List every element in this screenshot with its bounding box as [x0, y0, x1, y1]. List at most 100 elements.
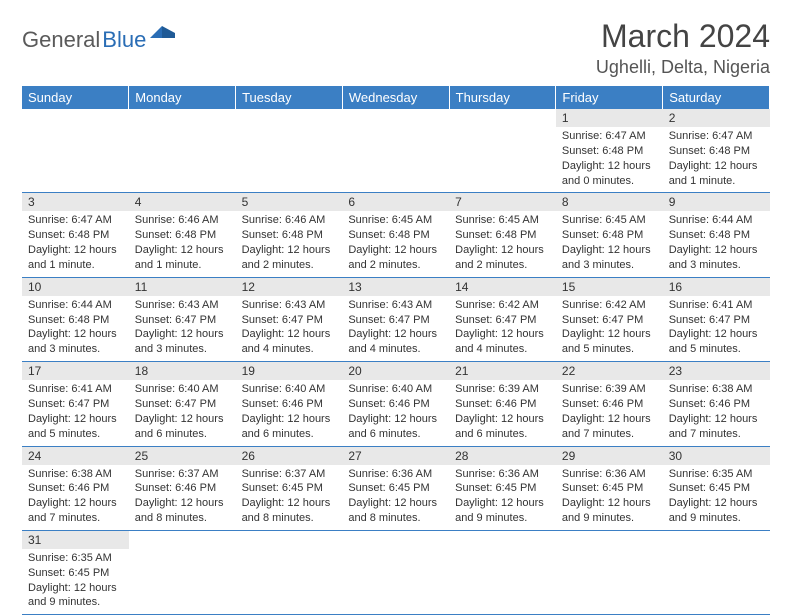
daylight: Daylight: 12 hours and 3 minutes.: [135, 327, 230, 357]
calendar-cell: 3 Sunrise: 6:47 AMSunset: 6:48 PMDaylight…: [22, 193, 129, 277]
calendar-row: 31Sunrise: 6:35 AMSunset: 6:45 PMDayligh…: [22, 530, 770, 614]
day-info: Sunrise: 6:38 AMSunset: 6:46 PMDaylight:…: [663, 380, 770, 445]
day-info: Sunrise: 6:43 AMSunset: 6:47 PMDaylight:…: [129, 296, 236, 361]
calendar-cell-empty: [342, 109, 449, 193]
calendar-cell-empty: [449, 109, 556, 193]
day-number: 27: [342, 447, 449, 465]
day-number: 24: [22, 447, 129, 465]
sunrise: Sunrise: 6:35 AM: [28, 551, 123, 566]
sunrise: Sunrise: 6:43 AM: [135, 298, 230, 313]
day-info: Sunrise: 6:37 AMSunset: 6:45 PMDaylight:…: [236, 465, 343, 530]
sunset: Sunset: 6:47 PM: [135, 397, 230, 412]
daylight: Daylight: 12 hours and 0 minutes.: [562, 159, 657, 189]
day-info: Sunrise: 6:45 AMSunset: 6:48 PMDaylight:…: [449, 211, 556, 276]
day-number: 7: [449, 193, 556, 211]
calendar-cell: 27Sunrise: 6:36 AMSunset: 6:45 PMDayligh…: [342, 446, 449, 530]
daylight: Daylight: 12 hours and 1 minute.: [135, 243, 230, 273]
daylight: Daylight: 12 hours and 2 minutes.: [455, 243, 550, 273]
sunrise: Sunrise: 6:44 AM: [28, 298, 123, 313]
day-number: 4: [129, 193, 236, 211]
day-info: Sunrise: 6:41 AMSunset: 6:47 PMDaylight:…: [663, 296, 770, 361]
calendar-cell-empty: [236, 109, 343, 193]
daylight: Daylight: 12 hours and 1 minute.: [28, 243, 123, 273]
day-number: 11: [129, 278, 236, 296]
calendar-cell: 12Sunrise: 6:43 AMSunset: 6:47 PMDayligh…: [236, 277, 343, 361]
calendar-cell: 17Sunrise: 6:41 AMSunset: 6:47 PMDayligh…: [22, 362, 129, 446]
daylight: Daylight: 12 hours and 4 minutes.: [455, 327, 550, 357]
calendar-cell: 8Sunrise: 6:45 AMSunset: 6:48 PMDaylight…: [556, 193, 663, 277]
calendar-cell-empty: [556, 530, 663, 614]
header: GeneralBlue March 2024 Ughelli, Delta, N…: [22, 18, 770, 78]
sunset: Sunset: 6:46 PM: [135, 481, 230, 496]
daylight: Daylight: 12 hours and 9 minutes.: [455, 496, 550, 526]
day-info: Sunrise: 6:39 AMSunset: 6:46 PMDaylight:…: [449, 380, 556, 445]
sunset: Sunset: 6:48 PM: [28, 228, 123, 243]
sunset: Sunset: 6:48 PM: [669, 228, 764, 243]
day-info: Sunrise: 6:46 AMSunset: 6:48 PMDaylight:…: [236, 211, 343, 276]
sunset: Sunset: 6:48 PM: [562, 228, 657, 243]
logo: GeneralBlue: [22, 18, 176, 55]
day-header-row: SundayMondayTuesdayWednesdayThursdayFrid…: [22, 86, 770, 109]
sunrise: Sunrise: 6:45 AM: [562, 213, 657, 228]
sunset: Sunset: 6:48 PM: [348, 228, 443, 243]
day-number: 17: [22, 362, 129, 380]
day-number: 22: [556, 362, 663, 380]
calendar-cell: 25Sunrise: 6:37 AMSunset: 6:46 PMDayligh…: [129, 446, 236, 530]
day-number: 3: [22, 193, 129, 211]
day-number: 26: [236, 447, 343, 465]
calendar-cell: 22Sunrise: 6:39 AMSunset: 6:46 PMDayligh…: [556, 362, 663, 446]
calendar-body: 1Sunrise: 6:47 AMSunset: 6:48 PMDaylight…: [22, 109, 770, 615]
calendar-cell: 4Sunrise: 6:46 AMSunset: 6:48 PMDaylight…: [129, 193, 236, 277]
sunset: Sunset: 6:47 PM: [242, 313, 337, 328]
calendar-row: 3Sunrise: 6:47 AMSunset: 6:48 PMDaylight…: [22, 193, 770, 277]
calendar-cell: 28Sunrise: 6:36 AMSunset: 6:45 PMDayligh…: [449, 446, 556, 530]
daylight: Daylight: 12 hours and 8 minutes.: [135, 496, 230, 526]
day-number: 2: [663, 109, 770, 127]
day-info: Sunrise: 6:38 AMSunset: 6:46 PMDaylight:…: [22, 465, 129, 530]
sunrise: Sunrise: 6:45 AM: [348, 213, 443, 228]
sunset: Sunset: 6:45 PM: [348, 481, 443, 496]
calendar-row: 10Sunrise: 6:44 AMSunset: 6:48 PMDayligh…: [22, 277, 770, 361]
day-number: 15: [556, 278, 663, 296]
day-info: Sunrise: 6:41 AMSunset: 6:47 PMDaylight:…: [22, 380, 129, 445]
calendar-cell-empty: [663, 530, 770, 614]
day-info: Sunrise: 6:45 AMSunset: 6:48 PMDaylight:…: [342, 211, 449, 276]
calendar-cell: 5Sunrise: 6:46 AMSunset: 6:48 PMDaylight…: [236, 193, 343, 277]
daylight: Daylight: 12 hours and 1 minute.: [669, 159, 764, 189]
sunset: Sunset: 6:46 PM: [669, 397, 764, 412]
sunrise: Sunrise: 6:40 AM: [242, 382, 337, 397]
day-number: 25: [129, 447, 236, 465]
day-info: Sunrise: 6:37 AMSunset: 6:46 PMDaylight:…: [129, 465, 236, 530]
sunset: Sunset: 6:47 PM: [669, 313, 764, 328]
calendar-cell: 30Sunrise: 6:35 AMSunset: 6:45 PMDayligh…: [663, 446, 770, 530]
sunset: Sunset: 6:46 PM: [348, 397, 443, 412]
sunrise: Sunrise: 6:39 AM: [455, 382, 550, 397]
day-info: Sunrise: 6:36 AMSunset: 6:45 PMDaylight:…: [556, 465, 663, 530]
calendar-cell-empty: [129, 530, 236, 614]
daylight: Daylight: 12 hours and 8 minutes.: [242, 496, 337, 526]
calendar-cell: 1Sunrise: 6:47 AMSunset: 6:48 PMDaylight…: [556, 109, 663, 193]
sunset: Sunset: 6:47 PM: [28, 397, 123, 412]
sunset: Sunset: 6:45 PM: [669, 481, 764, 496]
day-info: Sunrise: 6:36 AMSunset: 6:45 PMDaylight:…: [342, 465, 449, 530]
sunrise: Sunrise: 6:42 AM: [455, 298, 550, 313]
sunrise: Sunrise: 6:47 AM: [669, 129, 764, 144]
daylight: Daylight: 12 hours and 9 minutes.: [669, 496, 764, 526]
location: Ughelli, Delta, Nigeria: [596, 57, 770, 78]
sunset: Sunset: 6:45 PM: [562, 481, 657, 496]
sunrise: Sunrise: 6:47 AM: [28, 213, 123, 228]
daylight: Daylight: 12 hours and 6 minutes.: [455, 412, 550, 442]
calendar-cell-empty: [449, 530, 556, 614]
calendar-cell: 6Sunrise: 6:45 AMSunset: 6:48 PMDaylight…: [342, 193, 449, 277]
daylight: Daylight: 12 hours and 6 minutes.: [242, 412, 337, 442]
sunset: Sunset: 6:46 PM: [455, 397, 550, 412]
daylight: Daylight: 12 hours and 2 minutes.: [348, 243, 443, 273]
day-number: 28: [449, 447, 556, 465]
calendar-cell: 18Sunrise: 6:40 AMSunset: 6:47 PMDayligh…: [129, 362, 236, 446]
calendar-cell: 7Sunrise: 6:45 AMSunset: 6:48 PMDaylight…: [449, 193, 556, 277]
sunrise: Sunrise: 6:36 AM: [348, 467, 443, 482]
calendar-cell: 21Sunrise: 6:39 AMSunset: 6:46 PMDayligh…: [449, 362, 556, 446]
logo-text-blue: Blue: [102, 27, 146, 53]
daylight: Daylight: 12 hours and 6 minutes.: [135, 412, 230, 442]
daylight: Daylight: 12 hours and 9 minutes.: [28, 581, 123, 611]
